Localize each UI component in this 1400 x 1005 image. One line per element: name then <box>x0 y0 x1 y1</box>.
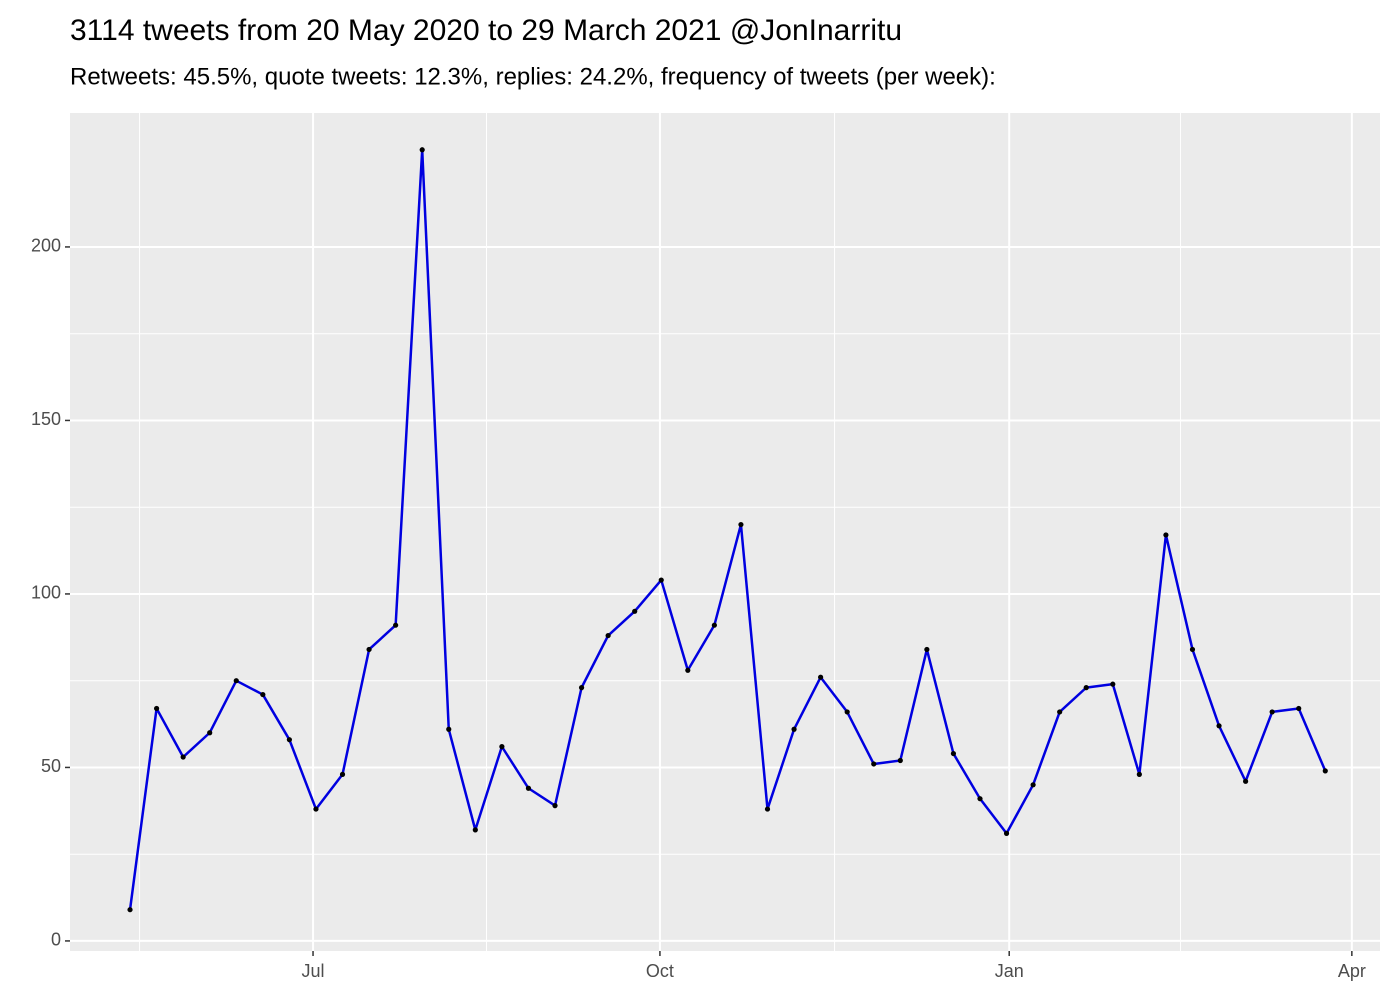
point <box>1296 705 1302 712</box>
y-tick-label: 100 <box>31 583 61 603</box>
point <box>977 796 983 802</box>
point <box>711 622 717 628</box>
point <box>791 726 797 732</box>
point <box>1269 709 1275 715</box>
point <box>605 632 611 639</box>
point <box>818 674 824 680</box>
x-tick-label: Oct <box>646 961 674 981</box>
point <box>153 705 160 712</box>
panel <box>70 113 1380 951</box>
point <box>685 667 691 673</box>
point <box>924 646 930 653</box>
point <box>525 785 532 791</box>
point <box>738 521 744 528</box>
point <box>897 757 903 764</box>
x-tick-label: Jul <box>302 961 325 981</box>
point <box>1136 771 1142 777</box>
point <box>1322 768 1328 774</box>
point <box>578 685 585 691</box>
point <box>472 827 478 833</box>
point <box>1003 830 1010 836</box>
point <box>419 147 425 153</box>
point <box>1243 778 1249 784</box>
x-tick-label: Apr <box>1338 961 1366 981</box>
point <box>764 806 771 812</box>
point <box>871 761 877 767</box>
point <box>1057 709 1063 715</box>
point <box>552 803 558 809</box>
point <box>1083 685 1089 691</box>
point <box>366 646 372 653</box>
y-tick-label: 200 <box>31 236 61 256</box>
point <box>180 754 186 760</box>
point <box>207 730 213 736</box>
point <box>1216 723 1222 729</box>
point <box>233 678 239 684</box>
chart-title: 3114 tweets from 20 May 2020 to 29 March… <box>70 14 902 47</box>
point <box>339 771 346 777</box>
point <box>1030 782 1036 788</box>
point <box>446 726 452 732</box>
point <box>1189 646 1196 653</box>
chart-subtitle: Retweets: 45.5%, quote tweets: 12.3%, re… <box>70 63 996 90</box>
point <box>1110 681 1116 687</box>
point <box>658 577 664 583</box>
line <box>128 148 1327 910</box>
y-tick-label: 150 <box>31 409 61 429</box>
point <box>632 608 638 614</box>
point <box>260 691 266 698</box>
point <box>393 622 399 628</box>
point <box>286 737 292 743</box>
point <box>950 750 957 757</box>
point <box>313 806 319 812</box>
y-tick-label: 0 <box>51 930 61 950</box>
point <box>127 907 133 913</box>
point <box>1163 532 1169 538</box>
y-tick-label: 50 <box>41 756 61 776</box>
point <box>844 709 850 715</box>
point <box>499 744 505 750</box>
x-tick-label: Jan <box>995 961 1024 981</box>
